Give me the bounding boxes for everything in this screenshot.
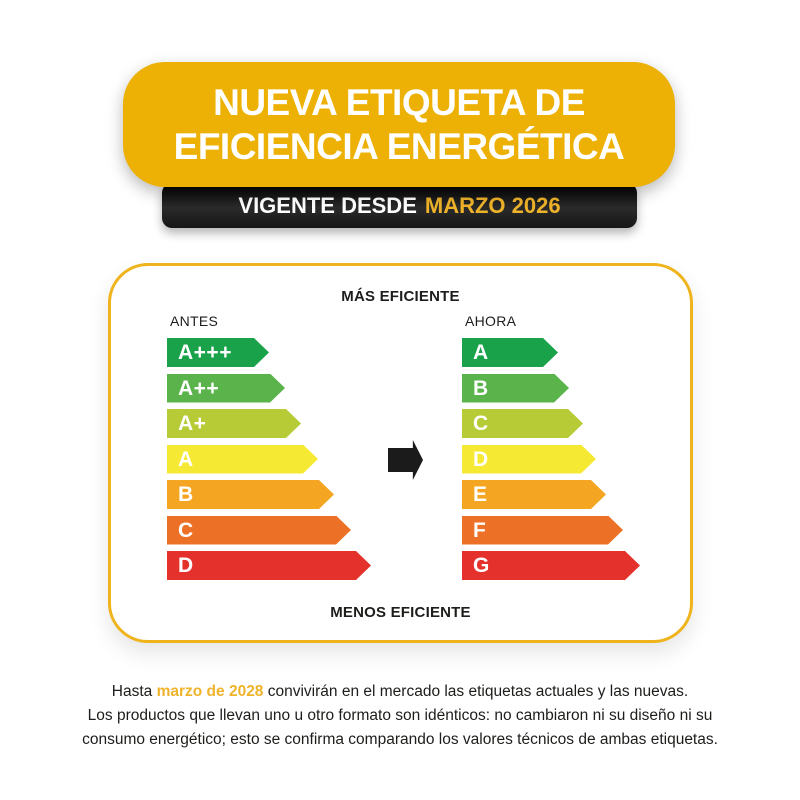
subheader-highlight-date: MARZO 2026 <box>424 192 561 218</box>
grade-arrow-A: A <box>462 338 558 367</box>
subheader-text: VIGENTE DESDE <box>238 192 417 218</box>
grade-label: B <box>473 376 489 400</box>
grade-arrow-D: D <box>462 445 596 474</box>
page-title-line2: EFICIENCIA ENERGÉTICA <box>173 125 625 167</box>
grade-label: G <box>473 554 490 577</box>
header-banner: NUEVA ETIQUETA DE EFICIENCIA ENERGÉTICA <box>123 62 675 187</box>
footer-line2: Los productos que llevan uno u otro form… <box>87 707 713 724</box>
page-title-line1: NUEVA ETIQUETA DE <box>213 81 585 123</box>
grade-label: D <box>473 447 489 471</box>
footer-line1-post: convivirán en el mercado las etiquetas a… <box>267 683 689 700</box>
footer-paragraph: Hasta marzo de 2028 convivirán en el mer… <box>0 680 800 752</box>
grade-arrow-D: D <box>167 551 371 580</box>
before-scale: A+++ A++ A+ A B C D <box>167 338 371 580</box>
grade-arrow-C: C <box>167 516 351 545</box>
grade-arrow-A++: A++ <box>167 374 285 403</box>
grade-label: A <box>473 341 489 364</box>
footer-line1-pre: Hasta <box>111 683 153 700</box>
grade-label: A+ <box>178 412 207 435</box>
less-efficient-label: MENOS EFICIENTE <box>330 604 471 621</box>
grade-arrow-F: F <box>462 516 623 545</box>
grade-label: A+++ <box>178 341 232 364</box>
grade-label: D <box>178 554 194 577</box>
comparison-card: MÁS EFICIENTE ANTES AHORA A+++ A++ A+ A B C D … <box>108 263 693 643</box>
grade-arrow-B: B <box>167 480 334 509</box>
footer-line1: Hasta marzo de 2028 convivirán en el mer… <box>0 680 800 704</box>
grade-arrow-B: B <box>462 374 569 403</box>
grade-arrow-E: E <box>462 480 606 509</box>
grade-label: C <box>178 518 194 542</box>
subheader-banner: VIGENTE DESDE MARZO 2026 <box>162 183 637 228</box>
footer-line1-highlight-date: marzo de 2028 <box>156 683 264 700</box>
right-arrow-icon <box>388 440 423 480</box>
grade-arrow-A+++: A+++ <box>167 338 269 367</box>
grade-label: A++ <box>178 376 220 400</box>
grade-arrow-G: G <box>462 551 640 580</box>
more-efficient-label: MÁS EFICIENTE <box>341 288 460 305</box>
grade-label: F <box>473 518 487 542</box>
grade-label: A <box>178 447 194 471</box>
grade-arrow-C: C <box>462 409 583 438</box>
grade-label: C <box>473 412 489 435</box>
grade-arrow-A: A <box>167 445 318 474</box>
before-column-title: ANTES <box>170 313 219 329</box>
grade-arrow-A+: A+ <box>167 409 301 438</box>
grade-label: B <box>178 483 194 506</box>
footer-line3: consumo energético; esto se confirma com… <box>82 731 718 748</box>
grade-label: E <box>473 483 488 506</box>
after-column-title: AHORA <box>465 313 517 329</box>
